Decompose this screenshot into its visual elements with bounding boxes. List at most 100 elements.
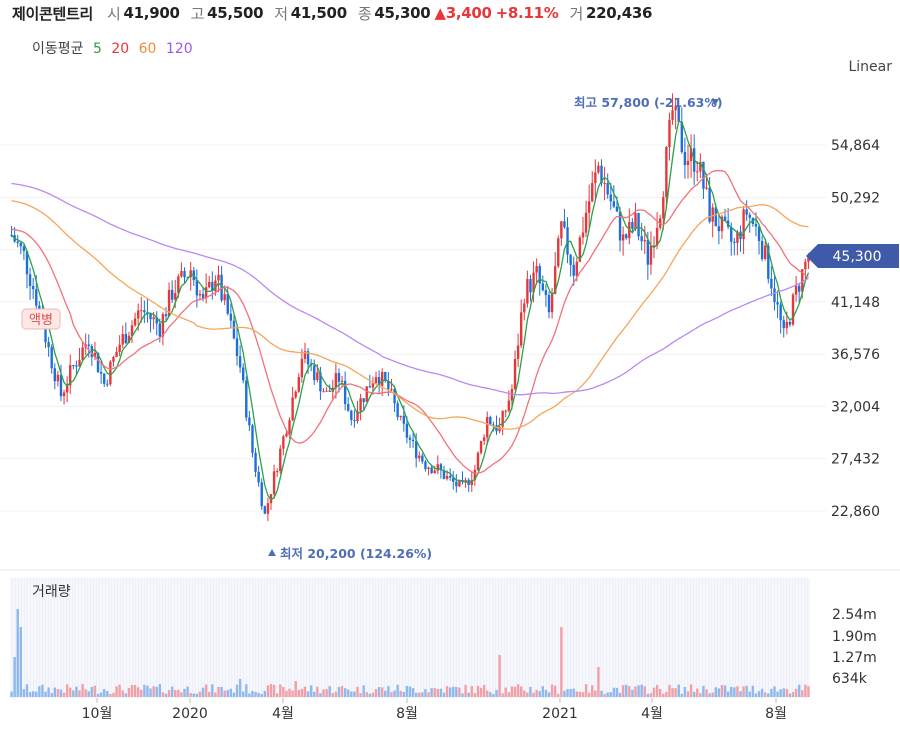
candle-body [69, 365, 72, 386]
ma-120-label: 120 [165, 41, 193, 57]
volume-bar [455, 686, 458, 697]
candle-body [733, 241, 736, 243]
volume-bar [776, 691, 779, 697]
candle-body [405, 423, 409, 438]
volume-bar [106, 691, 109, 697]
volume-bar [192, 693, 195, 697]
volume-bar [655, 684, 659, 697]
candle-body [742, 209, 745, 240]
candle-body [414, 441, 418, 459]
candle-body [547, 295, 551, 313]
volume-bar [109, 693, 112, 697]
candle-body [59, 374, 63, 397]
volume-bar [414, 692, 418, 697]
volume-bar [347, 689, 350, 697]
volume-bar [591, 685, 594, 697]
candle-body [208, 281, 211, 288]
candle-body [445, 475, 449, 479]
volume-bar [266, 685, 270, 697]
volume-bar [25, 684, 29, 697]
volume-bar [381, 687, 384, 697]
last-price-label: 45,300 [833, 249, 882, 265]
volume-bar [677, 684, 680, 697]
volume-bar [10, 691, 13, 697]
volume-bar [167, 690, 171, 697]
change-value: ▲3,400 [434, 4, 492, 22]
volume-bar [402, 691, 406, 697]
candle-body [560, 221, 563, 239]
volume-bar [464, 684, 467, 697]
price-tick-label: 41,148 [831, 295, 880, 311]
volume-bar [612, 687, 616, 697]
candle-body [201, 294, 205, 299]
volume-bar [164, 693, 168, 697]
volume-bar [390, 692, 393, 697]
time-tick-label: 10월 [82, 706, 113, 722]
scale-mode-toggle[interactable]: Linear [848, 59, 892, 75]
volume-tick-label: 2.54m [832, 607, 877, 623]
volume-bar [519, 686, 523, 697]
volume-bar [442, 692, 446, 697]
candle-body [56, 374, 60, 382]
candle-body [473, 469, 477, 480]
candle-body [275, 471, 279, 473]
volume-bar [269, 684, 273, 697]
volume-bar [170, 686, 174, 697]
event-marker-label: 액병 [29, 313, 53, 328]
volume-bar [405, 685, 409, 697]
candle-body [103, 373, 106, 384]
volume-bar [430, 688, 433, 697]
volume-bar [103, 689, 106, 697]
volume-bar [275, 693, 279, 697]
price-tick-label: 54,864 [831, 138, 880, 154]
candle-body [204, 287, 208, 299]
candle-body [223, 294, 226, 301]
candle-body [22, 246, 26, 252]
volume-bar [587, 692, 591, 697]
candle-body [705, 187, 708, 189]
volume-bar [393, 690, 396, 697]
volume-bar [575, 691, 578, 697]
candle-body [427, 467, 430, 470]
volume-bar [44, 691, 47, 697]
close-value: 45,300 [374, 4, 431, 22]
volume-bar [671, 688, 674, 697]
volume-bar [303, 686, 307, 697]
candle-body [347, 404, 350, 411]
volume-bar [384, 690, 387, 697]
candle-body [489, 416, 492, 425]
volume-bar [708, 693, 711, 697]
volume-bar [637, 685, 640, 697]
candle-body [294, 391, 297, 398]
candle-body [28, 274, 32, 287]
volume-bar [581, 692, 585, 697]
moving-average-lines [11, 120, 810, 501]
volume-bar [93, 685, 97, 697]
candle-body [455, 481, 458, 487]
volume-bar [59, 689, 63, 697]
volume-value: 220,436 [585, 4, 653, 22]
candle-body [124, 333, 128, 344]
volume-bar [445, 686, 449, 697]
volume-bar [235, 684, 239, 697]
high-marker-icon [711, 99, 719, 106]
candle-body [501, 410, 504, 427]
event-marker[interactable]: 액병 [21, 308, 61, 330]
candle-body [195, 280, 199, 296]
volume-bar [424, 689, 427, 697]
volume-bar [791, 691, 795, 697]
volume-bar [65, 684, 69, 697]
volume-bar [408, 686, 412, 697]
candle-body [516, 345, 520, 359]
volume-bar [254, 691, 257, 697]
volume-bar [28, 692, 32, 697]
ma-5-line [11, 120, 810, 501]
moving-average-legend[interactable]: 이동평균 5 20 60 120 [32, 38, 198, 58]
candle-body [720, 216, 724, 232]
candle-body [572, 264, 575, 276]
time-axis: 10월 2020 4월 8월 2021 4월 8월 [82, 698, 787, 722]
candle-body [254, 452, 257, 472]
candle-body [121, 333, 124, 345]
candle-body [96, 352, 100, 373]
